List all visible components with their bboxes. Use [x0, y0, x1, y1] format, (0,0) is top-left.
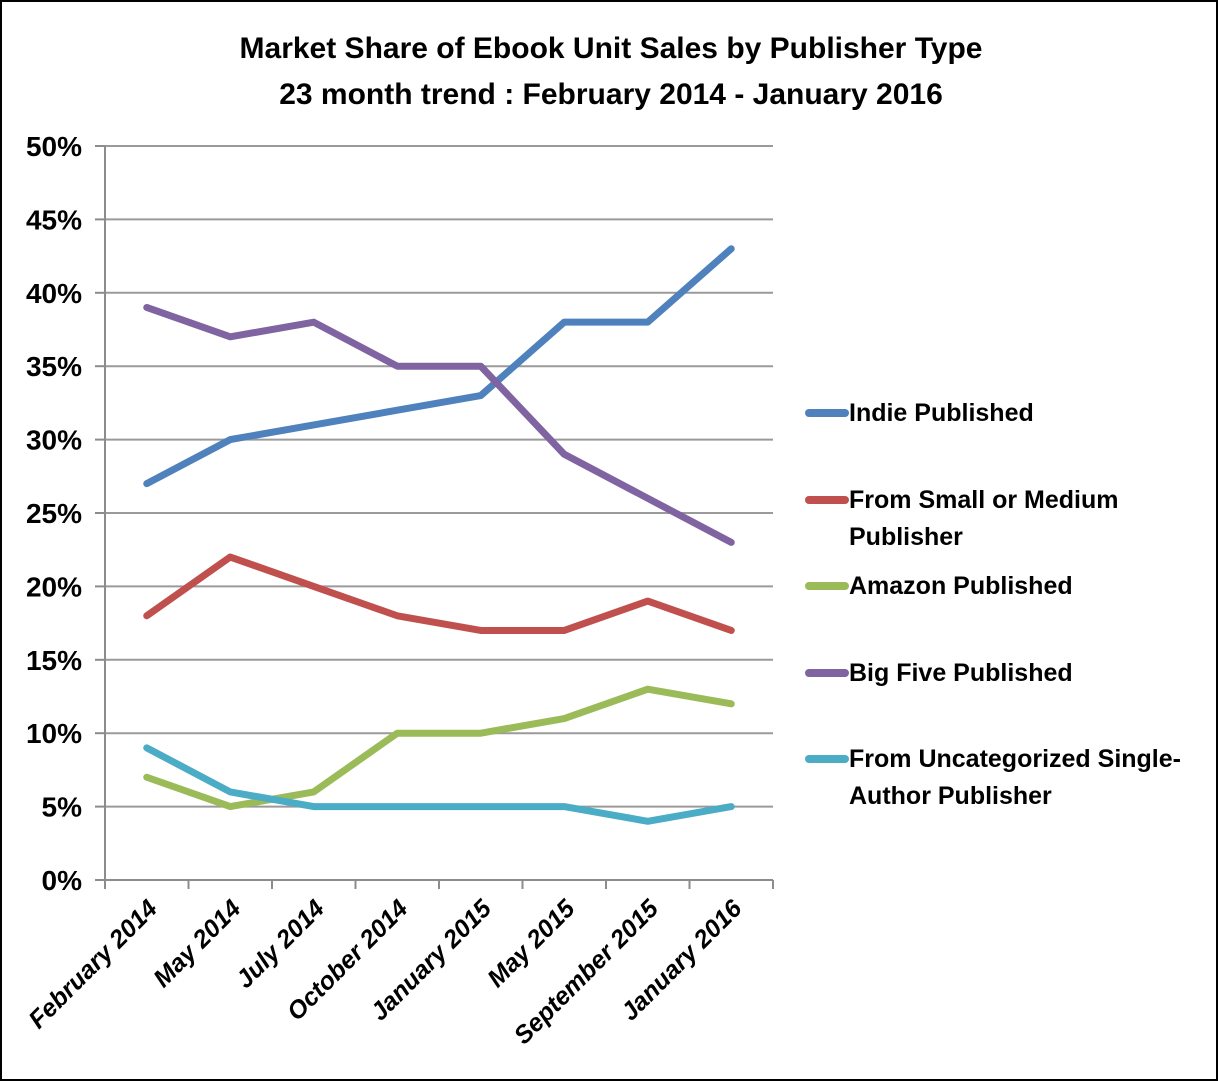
y-axis-tick-label: 15%	[26, 645, 82, 676]
y-axis-tick-label: 35%	[26, 351, 82, 382]
y-axis-tick-label: 20%	[26, 571, 82, 602]
y-axis-tick-label: 40%	[26, 278, 82, 309]
legend-label-from-uncategorized-single-author-publisher: From Uncategorized Single-Author Publish…	[849, 745, 1181, 810]
x-axis-label-february-2014: February 2014	[23, 894, 163, 1034]
legend-label-big-five-published: Big Five Published	[849, 658, 1073, 687]
y-axis-tick-label: 25%	[26, 498, 82, 529]
chart-title: Market Share of Ebook Unit Sales by Publ…	[2, 26, 1216, 118]
series-line-amazon-published	[143, 685, 735, 811]
legend-item-amazon-published: Amazon Published	[805, 568, 1216, 605]
chart-title-line2: 23 month trend : February 2014 - January…	[279, 78, 943, 111]
legend-item-indie-published: Indie Published	[805, 395, 1216, 432]
x-axis-label-september-2015: September 2015	[509, 894, 665, 1050]
series-line-big-five-published	[143, 303, 735, 546]
legend-label-amazon-published: Amazon Published	[849, 572, 1073, 600]
legend-item-from-small-or-medium-publisher: From Small or Medium Publisher	[805, 482, 1216, 556]
series-line-indie-published	[143, 245, 735, 488]
series-line-from-small-or-medium-publisher	[143, 553, 735, 634]
legend-swatch-indie-published	[805, 409, 849, 417]
legend-swatch-amazon-published	[805, 582, 849, 590]
legend-item-from-uncategorized-single-author-publisher: From Uncategorized Single-Author Publish…	[805, 741, 1216, 815]
y-axis-tick-label: 45%	[26, 204, 82, 235]
y-axis-tick-label: 30%	[26, 425, 82, 456]
legend-swatch-from-small-or-medium-publisher	[805, 495, 849, 504]
y-axis-tick-label: 10%	[26, 718, 82, 749]
chart-title-line1: Market Share of Ebook Unit Sales by Publ…	[239, 32, 983, 65]
legend-label-indie-published: Indie Published	[849, 399, 1034, 427]
legend-label-from-small-or-medium-publisher: From Small or Medium Publisher	[849, 485, 1119, 551]
y-axis-tick-label: 50%	[26, 131, 82, 162]
legend-swatch-from-uncategorized-single-author-publisher	[805, 755, 849, 763]
legend-item-big-five-published: Big Five Published	[805, 655, 1216, 692]
x-axis-label-may-2014: May 2014	[148, 894, 246, 992]
y-axis-tick-label: 5%	[42, 792, 83, 823]
y-axis-tick-label: 0%	[42, 865, 83, 896]
legend-swatch-big-five-published	[805, 668, 849, 677]
series-line-from-uncategorized-single-author-publisher	[143, 744, 735, 825]
